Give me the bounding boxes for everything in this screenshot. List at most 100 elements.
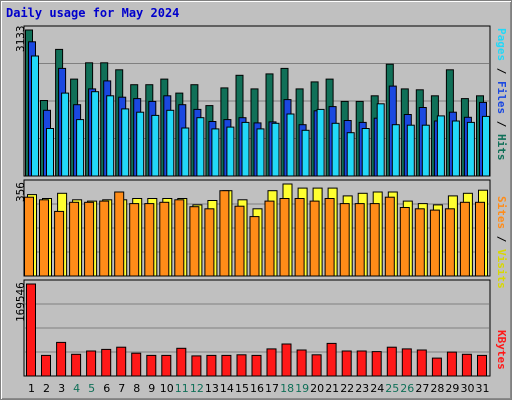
- top-panel-max-label: 3133: [14, 25, 27, 53]
- legend-files: Files: [495, 81, 508, 115]
- kbytes-bar-day-9: [146, 354, 157, 377]
- sites-bar-day-2: [39, 199, 49, 277]
- pages-bar-day-29: [451, 120, 460, 177]
- pages-bar-day-20: [316, 108, 325, 177]
- pages-bar-day-7: [121, 108, 130, 177]
- pages-bar-day-22: [346, 132, 355, 177]
- sites-bar-day-4: [69, 201, 80, 277]
- x-tick-label-day-14: 14: [220, 382, 234, 395]
- sites-bar-day-16: [249, 216, 260, 277]
- x-tick-label-day-4: 4: [73, 382, 80, 395]
- kbytes-bar-day-11: [176, 347, 187, 377]
- pages-bar-day-26: [406, 124, 415, 177]
- kbytes-bar-day-6: [101, 348, 112, 377]
- kbytes-bar-day-28: [431, 357, 442, 377]
- sites-bar-day-27: [414, 208, 425, 277]
- kbytes-bar-day-1: [26, 283, 36, 377]
- kbytes-bar-day-8: [131, 352, 142, 377]
- pages-bar-day-17: [271, 122, 280, 177]
- legend-sites: Sites: [495, 196, 508, 230]
- pages-bar-day-16: [256, 128, 265, 177]
- x-tick-label-day-17: 17: [265, 382, 279, 395]
- sites-bar-day-1: [24, 196, 34, 277]
- kbytes-bar-day-27: [416, 349, 427, 377]
- legend-visits: Visits: [495, 249, 508, 289]
- legend-sep-2: /: [495, 120, 508, 128]
- sites-bar-day-23: [354, 203, 365, 277]
- x-tick-label-day-8: 8: [133, 382, 140, 395]
- sites-bar-day-14: [219, 190, 230, 277]
- kbytes-bar-day-15: [236, 354, 247, 377]
- x-tick-label-day-1: 1: [28, 382, 35, 395]
- x-tick-label-day-16: 16: [250, 382, 264, 395]
- pages-bar-day-31: [482, 115, 490, 177]
- sites-bar-day-17: [264, 200, 275, 277]
- pages-bar-day-6: [106, 95, 115, 177]
- x-tick-label-day-22: 22: [340, 382, 354, 395]
- x-tick-label-day-31: 31: [476, 382, 490, 395]
- bottom-panel-max-label: 169546: [14, 282, 27, 322]
- pages-bar-day-10: [166, 109, 175, 177]
- sites-bar-day-20: [309, 200, 320, 277]
- kbytes-bar-day-2: [41, 354, 51, 377]
- x-tick-label-day-20: 20: [310, 382, 324, 395]
- sites-bar-day-13: [204, 208, 215, 277]
- sites-bar-day-7: [114, 191, 125, 277]
- x-tick-label-day-28: 28: [430, 382, 444, 395]
- x-tick-label-day-25: 25: [385, 382, 399, 395]
- kbytes-bar-day-24: [371, 351, 382, 377]
- kbytes-bar-day-19: [296, 349, 307, 377]
- x-tick-label-day-10: 10: [160, 382, 174, 395]
- x-tick-label-day-5: 5: [88, 382, 95, 395]
- pages-bar-day-27: [421, 124, 430, 177]
- top-panel-legend: Pages / Files / Hits: [495, 28, 508, 161]
- x-tick-label-day-9: 9: [148, 382, 155, 395]
- kbytes-bar-day-30: [461, 353, 472, 377]
- kbytes-bar-day-23: [356, 350, 367, 377]
- sites-bar-day-10: [159, 201, 170, 277]
- pages-bar-day-23: [361, 128, 370, 177]
- x-tick-label-day-23: 23: [355, 382, 369, 395]
- pages-bar-day-30: [466, 121, 475, 177]
- sites-bar-day-18: [279, 198, 290, 277]
- kbytes-bar-day-3: [56, 341, 67, 377]
- legend-sep-1: /: [495, 67, 508, 75]
- pages-bar-day-8: [136, 111, 145, 177]
- kbytes-bar-day-13: [206, 354, 217, 377]
- pages-bar-day-18: [286, 113, 295, 177]
- kbytes-bar-day-25: [386, 346, 397, 377]
- kbytes-bar-day-7: [116, 346, 127, 377]
- kbytes-bar-day-14: [221, 354, 232, 377]
- sites-bar-day-26: [399, 207, 410, 277]
- sites-bar-day-24: [369, 203, 380, 277]
- sites-bar-day-9: [144, 203, 155, 277]
- x-tick-label-day-11: 11: [175, 382, 189, 395]
- pages-bar-day-9: [151, 114, 160, 177]
- sites-bar-day-28: [429, 209, 440, 277]
- pages-bar-day-2: [46, 128, 54, 177]
- sites-bar-day-25: [384, 196, 395, 277]
- pages-bar-day-12: [196, 117, 205, 177]
- x-tick-label-day-21: 21: [325, 382, 339, 395]
- kbytes-bar-day-10: [161, 354, 172, 377]
- x-tick-label-day-3: 3: [58, 382, 65, 395]
- kbytes-bar-day-29: [446, 351, 457, 377]
- kbytes-bar-day-17: [266, 348, 277, 377]
- pages-bar-day-25: [391, 124, 400, 177]
- kbytes-bar-day-5: [86, 350, 97, 377]
- pages-bar-day-4: [76, 119, 85, 177]
- x-tick-label-day-24: 24: [370, 382, 384, 395]
- pages-bar-day-19: [301, 129, 310, 177]
- sites-bar-day-5: [84, 201, 95, 277]
- kbytes-bar-day-26: [401, 348, 412, 377]
- middle-panel-max-label: 356: [14, 182, 27, 202]
- x-tick-label-day-12: 12: [190, 382, 204, 395]
- x-tick-label-day-19: 19: [295, 382, 309, 395]
- kbytes-bar-day-12: [191, 355, 202, 377]
- legend-hits: Hits: [495, 134, 508, 161]
- x-tick-label-day-15: 15: [235, 382, 249, 395]
- sites-bar-day-6: [99, 200, 110, 277]
- pages-bar-day-21: [331, 122, 340, 177]
- legend-kbytes: KBytes: [495, 330, 508, 370]
